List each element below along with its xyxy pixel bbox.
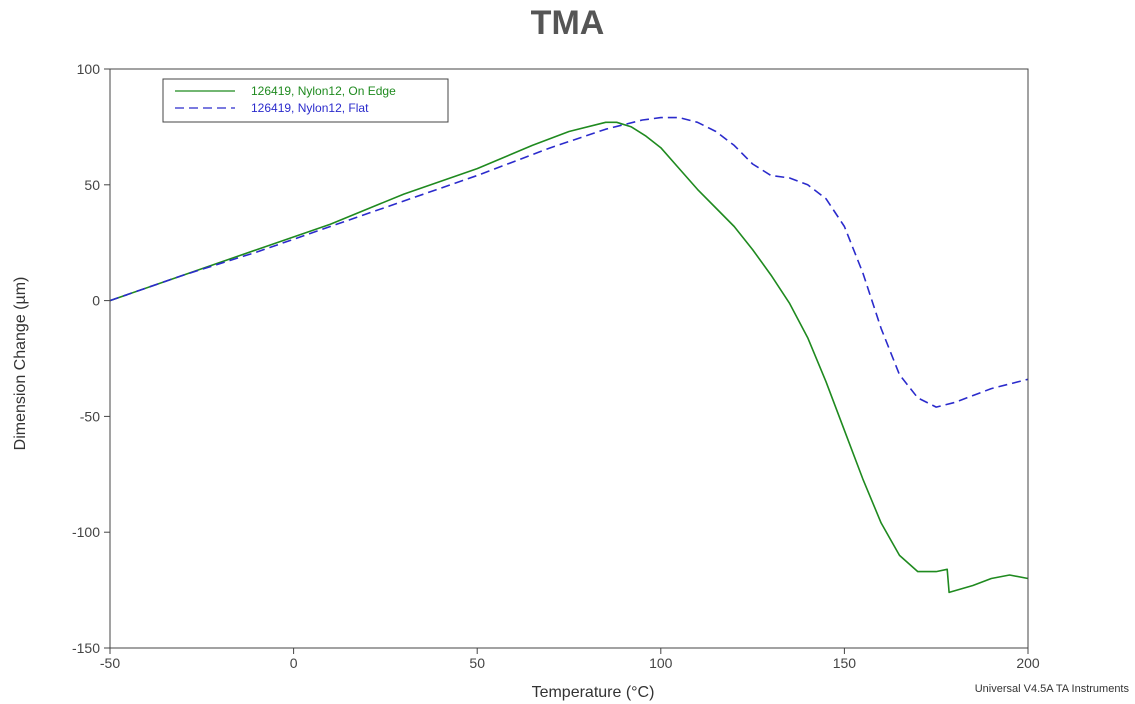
y-tick-label: -100 [72,524,100,540]
series-line-flat [109,116,1029,408]
plot-frame [109,68,1029,649]
x-tick-label: 150 [833,655,857,671]
y-axis-label: Dimension Change (µm) [12,277,29,451]
legend: 126419, Nylon12, On Edge 126419, Nylon12… [162,78,449,123]
chart-title: TMA [530,4,605,42]
legend-label-flat: 126419, Nylon12, Flat [251,101,369,115]
x-tick-label: 100 [649,655,673,671]
legend-box [162,78,449,123]
y-tick-label: 0 [92,293,100,309]
x-tick-label: -50 [100,655,120,671]
x-tick-label: 50 [469,655,485,671]
instrument-footer: Universal V4.5A TA Instruments [975,683,1130,695]
series-layer [109,116,1029,594]
x-tick-label: 0 [290,655,298,671]
y-tick-label: -50 [80,408,100,424]
y-tick-label: 50 [84,177,100,193]
x-axis-label: Temperature (°C) [532,684,655,701]
ticks-layer: -50 0 50 100 150 200 100 50 0 -50 -100 -150 [72,61,1040,671]
legend-label-on-edge: 126419, Nylon12, On Edge [251,84,396,98]
y-tick-label: -150 [72,640,100,656]
y-tick-label: 100 [77,61,101,77]
series-line-on-edge [109,121,1029,594]
x-tick-label: 200 [1016,655,1040,671]
